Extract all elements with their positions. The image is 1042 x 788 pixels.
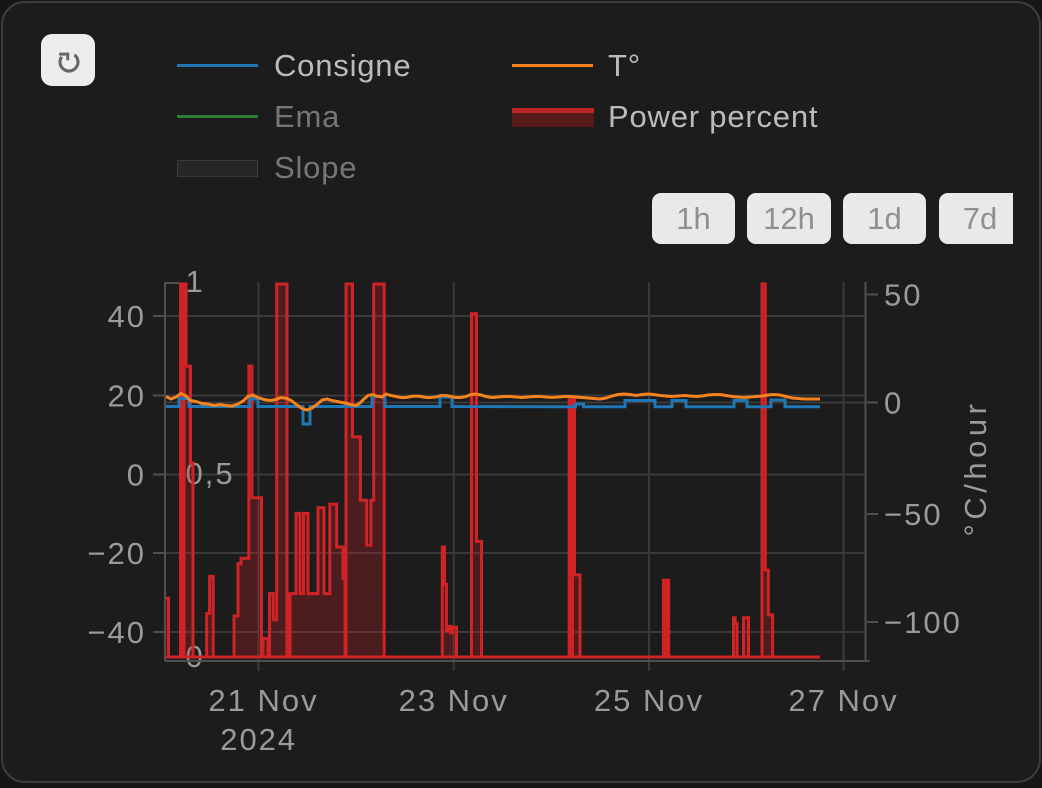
svg-text:25 Nov: 25 Nov bbox=[594, 683, 704, 718]
svg-text:0: 0 bbox=[884, 386, 903, 421]
svg-text:1: 1 bbox=[186, 264, 205, 299]
svg-text:50: 50 bbox=[884, 278, 922, 313]
svg-text:−50: −50 bbox=[884, 497, 943, 532]
svg-text:0: 0 bbox=[127, 458, 146, 493]
svg-text:27 Nov: 27 Nov bbox=[788, 683, 898, 718]
svg-text:2024: 2024 bbox=[220, 722, 297, 757]
svg-text:40: 40 bbox=[108, 299, 146, 334]
svg-text:°C/hour: °C/hour bbox=[958, 400, 993, 537]
svg-text:20: 20 bbox=[108, 379, 146, 414]
svg-text:23 Nov: 23 Nov bbox=[399, 683, 509, 718]
svg-text:−100: −100 bbox=[884, 605, 962, 640]
svg-text:−20: −20 bbox=[87, 536, 146, 571]
svg-text:21 Nov: 21 Nov bbox=[208, 683, 318, 718]
svg-text:−40: −40 bbox=[87, 615, 146, 650]
